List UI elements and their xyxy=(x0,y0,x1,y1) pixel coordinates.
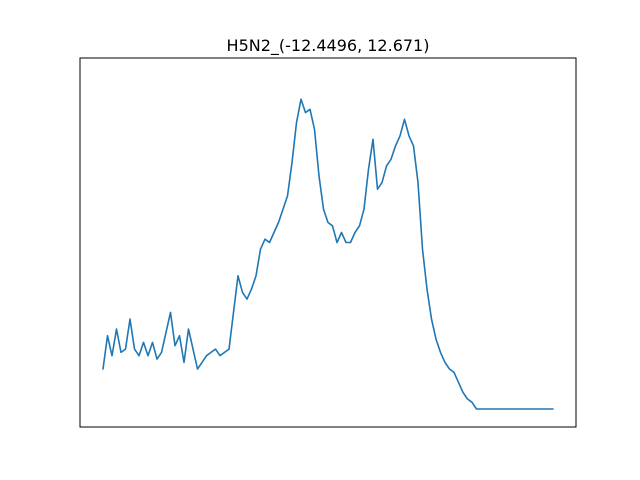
series-line-0 xyxy=(102,98,554,410)
plot-frame xyxy=(79,57,577,428)
series-layer xyxy=(102,98,554,410)
chart-title: H5N2_(-12.4496, 12.671) xyxy=(227,36,430,56)
